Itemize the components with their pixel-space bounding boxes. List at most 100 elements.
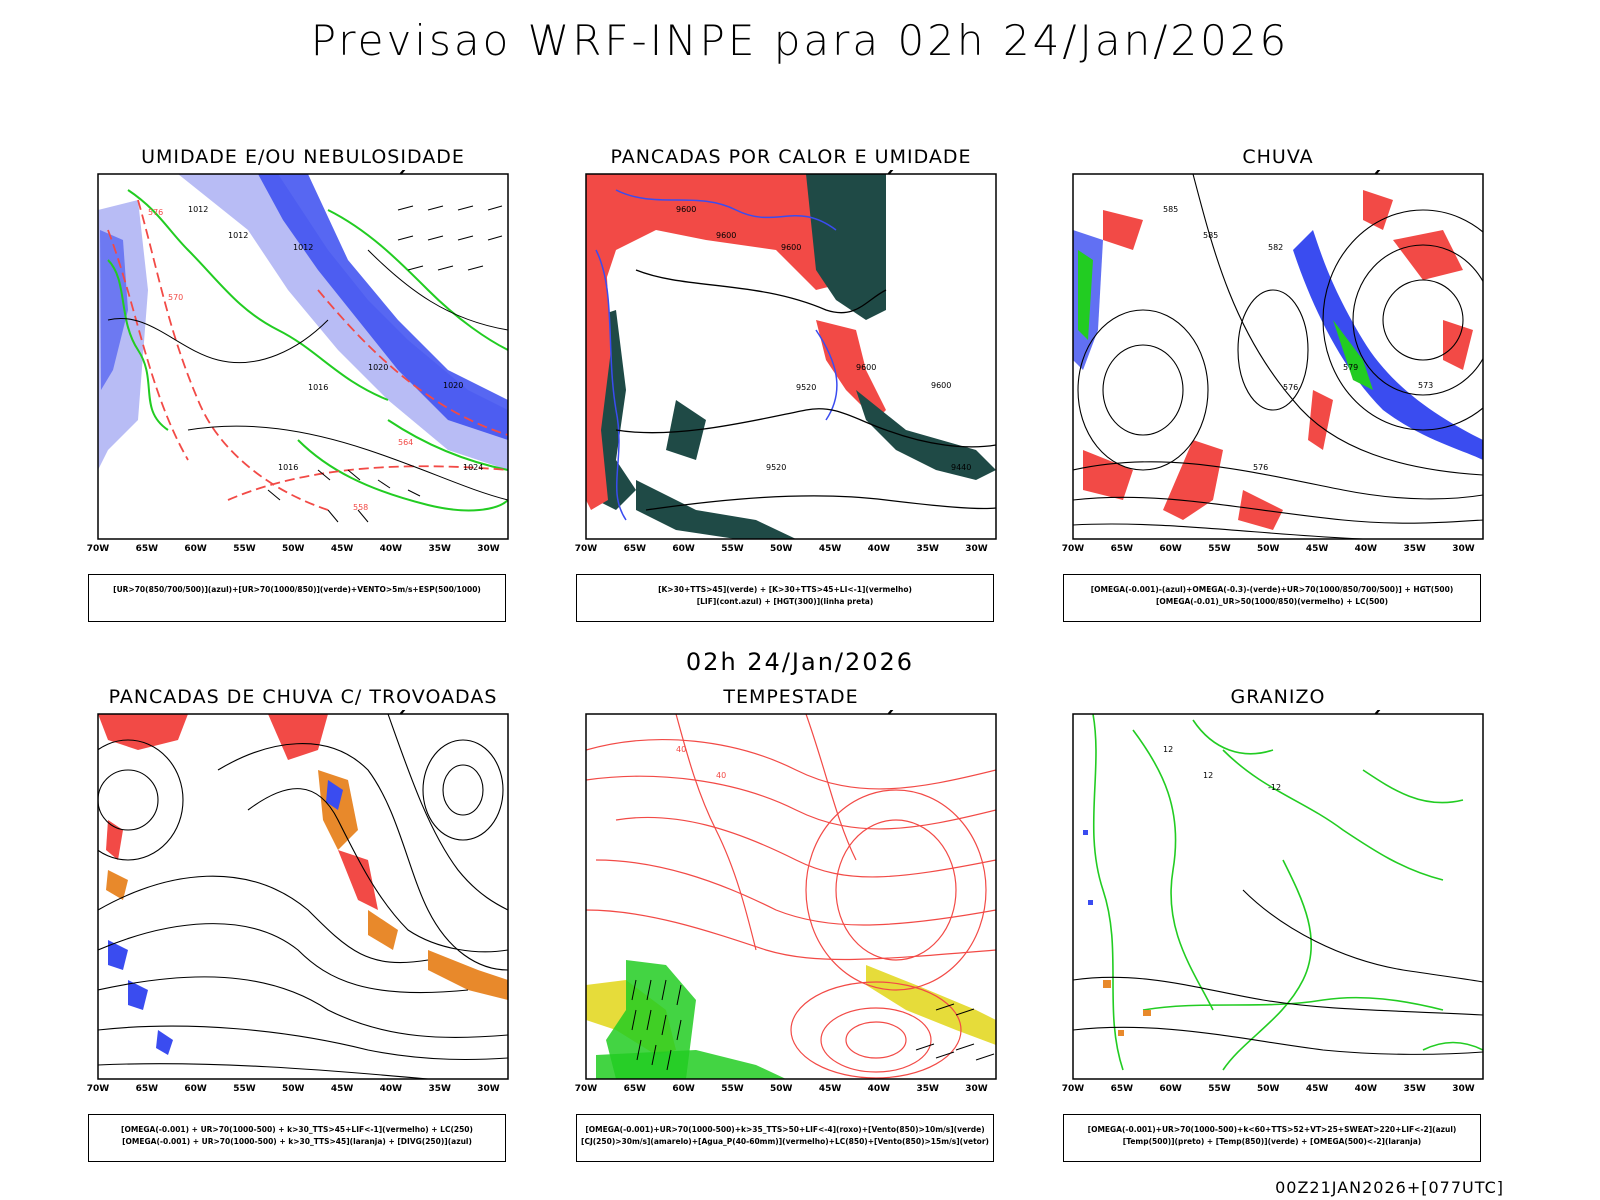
lon-tick-label: 30W: [477, 544, 500, 554]
footer-run-info: 00Z21JAN2026+[077UTC]: [1275, 1178, 1504, 1197]
lon-tick-label: 50W: [770, 1084, 793, 1094]
contour-label: 1024: [463, 463, 483, 472]
contour-label: 1012: [293, 243, 313, 252]
panel-title: PANCADAS DE CHUVA C/ TROVOADAS: [108, 686, 498, 708]
panel-title: UMIDADE E/OU NEBULOSIDADE: [141, 146, 465, 168]
contour-label: 1020: [368, 363, 388, 372]
legend-line: [UR>70(850/700/500)](azul)+[UR>70(1000/8…: [113, 585, 481, 594]
lon-tick-label: 65W: [624, 544, 647, 554]
legend-line: [Temp(500)](preto) + [Temp(850)](verde) …: [1122, 1137, 1422, 1146]
lon-tick-label: 45W: [331, 1084, 354, 1094]
lon-tick-label: 65W: [136, 544, 159, 554]
contour-label: 12: [1203, 771, 1213, 780]
panel-map: 12S15S18S21S24S27S30S33S36S39S42S 70W65W…: [87, 170, 509, 554]
contour-label: 40: [716, 771, 726, 780]
lon-tick-label: 40W: [380, 1084, 403, 1094]
panel-map: 12S15S18S21S24S27S30S33S36S39S42S 70W65W…: [1062, 710, 1484, 1094]
panel-hail: GRANIZO 12S15S18S21S24S27S30S33S36S39S42…: [1043, 686, 1513, 1166]
panel-humidity: UMIDADE E/OU NEBULOSIDADE 12S15S18S21S24…: [68, 146, 538, 626]
lon-tick-label: 60W: [1159, 1084, 1182, 1094]
contour-label: 9600: [781, 243, 801, 252]
main-title: Previsao WRF-INPE para 02h 24/Jan/2026: [310, 16, 1290, 65]
lon-tick-label: 30W: [477, 1084, 500, 1094]
lon-tick-label: 30W: [965, 544, 988, 554]
panel-legend: [OMEGA(-0.001)+UR>70(1000-500)+k<60+TTS>…: [1063, 1114, 1481, 1162]
contour-label: 585: [1203, 231, 1218, 240]
contour-label: 576: [148, 208, 163, 217]
legend-line: [OMEGA(-0.001) + UR>70(1000-500) + k>30_…: [122, 1137, 472, 1146]
contour-label: 1012: [228, 231, 248, 240]
contour-label: 585: [1163, 205, 1178, 214]
legend-line: [OMEGA(-0.001)+UR>70(1000-500)+k>35_TTS>…: [585, 1125, 985, 1134]
contour-label: 579: [1343, 363, 1358, 372]
contour-label: 9440: [951, 463, 971, 472]
lon-tick-label: 60W: [1159, 544, 1182, 554]
lon-tick-label: 55W: [233, 544, 256, 554]
contour-label: 9520: [766, 463, 786, 472]
lon-tick-label: 50W: [770, 544, 793, 554]
legend-line: [OMEGA(-0.001)-(azul)+OMEGA(-0.3)-(verde…: [1090, 585, 1454, 594]
legend-line: [OMEGA(-0.001) + UR>70(1000-500) + k>30_…: [121, 1125, 473, 1134]
contour-label: 9600: [676, 205, 696, 214]
legend-line: [OMEGA(-0.001)+UR>70(1000-500)+k<60+TTS>…: [1087, 1125, 1457, 1134]
lon-tick-label: 70W: [87, 1084, 110, 1094]
contour-label: 9520: [796, 383, 816, 392]
lon-tick-label: 60W: [672, 1084, 695, 1094]
panel-title: PANCADAS POR CALOR E UMIDADE: [610, 146, 972, 168]
lon-tick-label: 65W: [1111, 1084, 1134, 1094]
panel-rain: CHUVA 12S15S18S21S24S27S30S33S36S39S42S …: [1043, 146, 1513, 626]
lon-tick-label: 35W: [428, 544, 451, 554]
contour-label: 12: [1163, 745, 1173, 754]
legend-line: [K>30+TTS>45](verde) + [K>30+TTS>45+LI<-…: [658, 585, 912, 594]
panel-legend: [K>30+TTS>45](verde) + [K>30+TTS>45+LI<-…: [576, 574, 994, 622]
panel-title: TEMPESTADE: [723, 686, 859, 708]
lon-tick-label: 65W: [1111, 544, 1134, 554]
lon-tick-label: 50W: [1257, 1084, 1280, 1094]
lon-tick-label: 45W: [819, 544, 842, 554]
lon-tick-label: 70W: [87, 544, 110, 554]
lon-tick-label: 55W: [721, 1084, 744, 1094]
lon-tick-label: 30W: [1452, 1084, 1475, 1094]
panel-legend: [OMEGA(-0.001) + UR>70(1000-500) + k>30_…: [88, 1114, 506, 1162]
contour-label: 1012: [188, 205, 208, 214]
lon-tick-label: 30W: [1452, 544, 1475, 554]
contour-label: 570: [168, 293, 183, 302]
contour-label: 1016: [278, 463, 298, 472]
lon-tick-label: 40W: [1355, 1084, 1378, 1094]
lon-tick-label: 40W: [868, 544, 891, 554]
contour-label: 9600: [716, 231, 736, 240]
lon-tick-label: 45W: [819, 1084, 842, 1094]
panel-title: CHUVA: [1242, 146, 1314, 168]
lon-tick-label: 60W: [184, 1084, 207, 1094]
lon-tick-label: 35W: [1403, 1084, 1426, 1094]
lon-tick-label: 30W: [965, 1084, 988, 1094]
lon-tick-label: 45W: [331, 544, 354, 554]
contour-label: 9600: [931, 381, 951, 390]
contour-label: 576: [1283, 383, 1298, 392]
lon-tick-label: 35W: [916, 1084, 939, 1094]
mid-time-label: 02h 24/Jan/2026: [685, 648, 915, 676]
legend-line: [LIF](cont.azul) + [HGT(300)](linha pret…: [696, 597, 874, 606]
lon-tick-label: 65W: [624, 1084, 647, 1094]
panel-map: 12S15S18S21S24S27S30S33S36S39S42S 70W65W…: [1062, 170, 1484, 554]
lon-tick-label: 55W: [1208, 544, 1231, 554]
lon-tick-label: 70W: [575, 1084, 598, 1094]
lon-tick-label: 35W: [428, 1084, 451, 1094]
lon-tick-label: 50W: [1257, 544, 1280, 554]
panel-map: 12S15S18S21S24S27S30S33S36S39S42S 70W65W…: [87, 710, 509, 1094]
contour-label: 1020: [443, 381, 463, 390]
contour-label: 582: [1268, 243, 1283, 252]
legend-line: [CJ(250)>30m/s](amarelo)+[Agua_P(40-60mm…: [581, 1137, 989, 1146]
contour-label: 564: [398, 438, 413, 447]
lon-tick-label: 45W: [1306, 544, 1329, 554]
lon-tick-label: 70W: [1062, 544, 1085, 554]
lon-tick-label: 55W: [721, 544, 744, 554]
lon-tick-label: 40W: [868, 1084, 891, 1094]
contour-label: 40: [676, 745, 686, 754]
panel-heat-showers: PANCADAS POR CALOR E UMIDADE 12S15S18S21…: [556, 146, 1026, 626]
panel-map: 12S15S18S21S24S27S30S33S36S39S42S 70W65W…: [575, 170, 997, 554]
lon-tick-label: 35W: [1403, 544, 1426, 554]
lon-tick-label: 55W: [233, 1084, 256, 1094]
contour-label: -12: [1268, 783, 1281, 792]
lon-tick-label: 55W: [1208, 1084, 1231, 1094]
